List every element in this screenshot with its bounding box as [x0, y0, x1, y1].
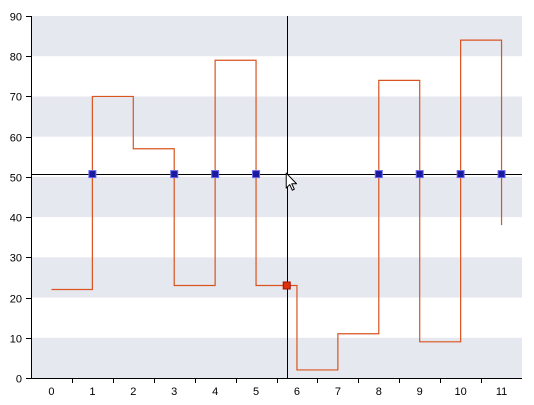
grid-band: [31, 16, 522, 57]
x-tick-label: 0: [48, 386, 54, 398]
y-tick-label: 60: [10, 133, 22, 145]
mouse-pointer-icon: [285, 172, 298, 191]
intersection-marker: [88, 170, 97, 179]
series-step-line: [51, 39, 503, 371]
x-tick-label: 5: [253, 386, 259, 398]
x-tick-label: 7: [335, 386, 341, 398]
y-tick-label: 70: [10, 92, 22, 104]
x-tick-label: 3: [171, 386, 177, 398]
x-tick-label: 10: [455, 386, 467, 398]
x-tick-label: 1: [89, 386, 95, 398]
y-tick-label: 40: [10, 213, 22, 225]
highlight-marker: [282, 281, 291, 290]
intersection-marker: [374, 170, 383, 179]
intersection-marker: [456, 170, 465, 179]
x-tick-label: 4: [212, 386, 218, 398]
intersection-marker: [170, 170, 179, 179]
grid-band: [31, 96, 522, 137]
y-tick-label: 30: [10, 253, 22, 265]
grid-band: [31, 257, 522, 298]
intersection-marker: [252, 170, 261, 179]
y-tick-label: 20: [10, 294, 22, 306]
intersection-marker: [415, 170, 424, 179]
x-tick-label: 9: [417, 386, 423, 398]
y-tick-label: 50: [10, 173, 22, 185]
intersection-marker: [211, 170, 220, 179]
intersection-marker: [497, 170, 506, 179]
y-tick-label: 10: [10, 334, 22, 346]
x-tick-label: 6: [294, 386, 300, 398]
y-tick-label: 90: [10, 12, 22, 24]
grid-band: [31, 176, 522, 218]
y-tick-label: 80: [10, 52, 22, 64]
y-tick-label: 0: [16, 374, 22, 386]
x-tick-label: 8: [376, 386, 382, 398]
x-tick-label: 11: [496, 386, 507, 398]
x-tick-label: 2: [130, 386, 136, 398]
grid-band: [31, 337, 522, 378]
